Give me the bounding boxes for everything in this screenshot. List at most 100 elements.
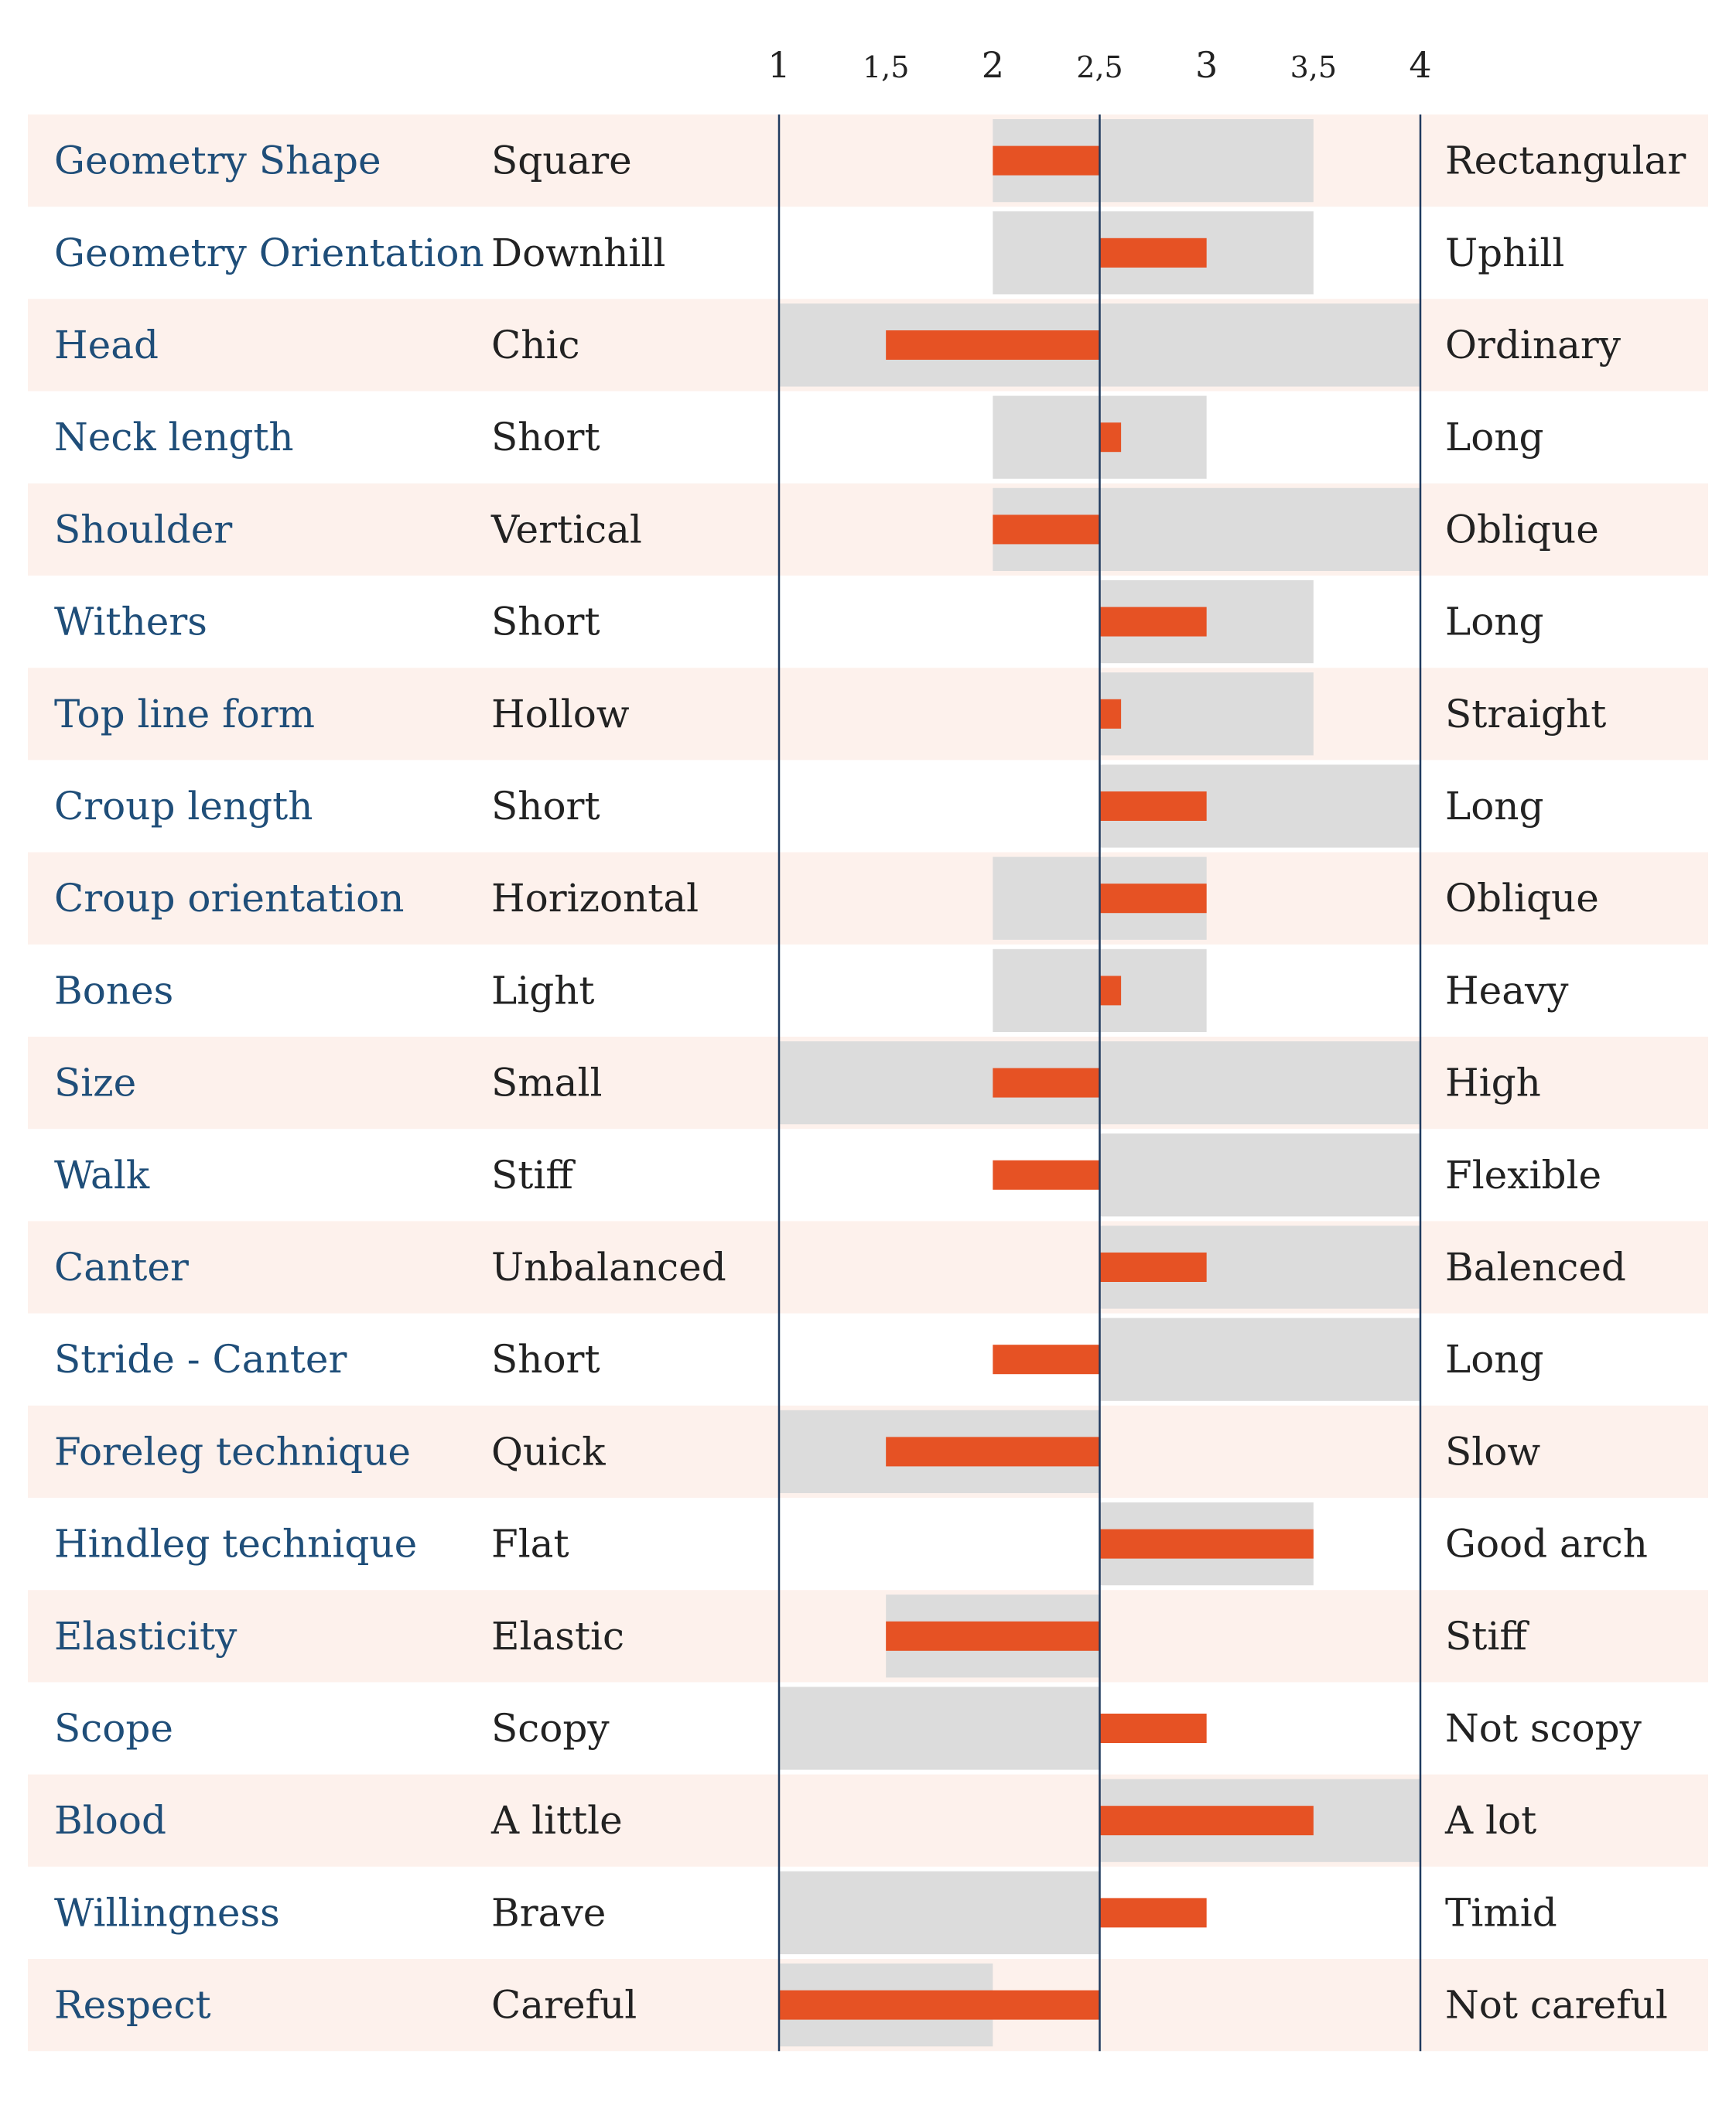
value-bar	[1099, 1714, 1207, 1743]
left-pole-label: Stiff	[491, 1153, 576, 1198]
row-background	[28, 852, 1708, 945]
trait-label: Stride - Canter	[54, 1337, 347, 1382]
tick-label: 2,5	[1076, 50, 1123, 84]
tick-labels: 1 1,5 2 2,5 3 3,5 4	[767, 44, 1431, 86]
tick-label: 3,5	[1290, 50, 1337, 84]
value-bars	[779, 145, 1314, 2020]
right-pole-label: Heavy	[1445, 968, 1569, 1013]
value-bar	[993, 514, 1100, 545]
left-pole-label: Short	[491, 1337, 600, 1382]
trait-label: Bones	[54, 968, 173, 1013]
left-pole-label: Scopy	[491, 1706, 610, 1751]
value-bar	[1099, 699, 1122, 729]
left-pole-label: Short	[491, 784, 600, 829]
value-bar	[1099, 976, 1122, 1006]
right-pole-label: Uphill	[1445, 231, 1564, 275]
tick-label: 1	[767, 44, 790, 86]
right-pole-label: Balenced	[1445, 1245, 1626, 1290]
range-band	[1099, 1133, 1420, 1217]
row-background	[28, 668, 1708, 760]
trait-label: Hindleg technique	[54, 1522, 417, 1567]
right-pole-label: Long	[1445, 415, 1544, 460]
left-pole-label: Square	[491, 138, 632, 183]
left-pole-label: Light	[491, 968, 595, 1013]
right-pole-label: Timid	[1445, 1890, 1557, 1935]
right-pole-label: Long	[1445, 1337, 1544, 1382]
value-bar	[1099, 607, 1207, 637]
trait-label: Respect	[54, 1983, 211, 2028]
trait-label: Blood	[54, 1798, 166, 1843]
right-pole-label: Long	[1445, 784, 1544, 829]
trait-label: Willingness	[54, 1890, 280, 1935]
left-pole-label: A little	[490, 1798, 623, 1843]
right-pole-label: Slow	[1445, 1429, 1540, 1474]
trait-label: Canter	[54, 1245, 189, 1290]
trait-label: Scope	[54, 1706, 173, 1751]
tick-label: 2	[982, 44, 1004, 86]
value-bar	[779, 1990, 1100, 2020]
value-bar	[1099, 238, 1207, 268]
value-bar	[1099, 884, 1207, 914]
left-pole-label: Unbalanced	[491, 1245, 726, 1290]
range-band	[1099, 1318, 1420, 1401]
right-pole-label: Rectangular	[1445, 138, 1686, 183]
value-bar	[993, 1160, 1100, 1190]
value-bar	[1099, 791, 1207, 821]
left-pole-label: Chic	[491, 323, 579, 367]
reference-lines	[777, 114, 1422, 2052]
row-background	[28, 483, 1708, 576]
value-bar	[1099, 1529, 1314, 1559]
left-pole-label: Vertical	[490, 507, 642, 552]
tick-label: 1,5	[863, 50, 909, 84]
tick-label: 3	[1195, 44, 1218, 86]
left-pole-label: Hollow	[491, 692, 630, 737]
tick-label: 4	[1409, 44, 1431, 86]
right-pole-label: Good arch	[1445, 1522, 1648, 1567]
trait-label: Foreleg technique	[54, 1429, 411, 1474]
value-bar	[1099, 422, 1122, 453]
row-background	[28, 1221, 1708, 1314]
left-pole-label: Downhill	[491, 231, 665, 275]
right-pole-label: Straight	[1445, 692, 1606, 737]
left-pole-label: Short	[491, 600, 600, 644]
value-bar	[993, 145, 1100, 176]
trait-label: Geometry Shape	[54, 138, 381, 183]
trait-label: Withers	[54, 600, 207, 644]
right-pole-label: Ordinary	[1445, 323, 1622, 367]
right-pole-label: High	[1445, 1061, 1541, 1106]
left-pole-label: Horizontal	[491, 876, 699, 921]
trait-label: Elasticity	[54, 1614, 238, 1659]
left-pole-label: Quick	[491, 1429, 606, 1474]
row-background	[28, 1590, 1708, 1683]
right-pole-label: Not scopy	[1445, 1706, 1642, 1751]
right-pole-label: Long	[1445, 600, 1544, 644]
trait-label: Size	[54, 1061, 136, 1106]
right-pole-label: A lot	[1444, 1798, 1536, 1843]
left-pole-label: Short	[491, 415, 600, 460]
trait-label: Neck length	[54, 415, 294, 460]
trait-label: Croup orientation	[54, 876, 404, 921]
left-pole-label: Small	[491, 1061, 602, 1106]
right-pole-label: Not careful	[1445, 1983, 1668, 2028]
left-pole-label: Brave	[491, 1890, 606, 1935]
value-bar	[886, 1621, 1100, 1651]
value-bar	[993, 1068, 1100, 1098]
value-bar	[886, 1437, 1100, 1467]
row-background	[28, 1774, 1708, 1867]
trait-label: Shoulder	[54, 507, 232, 552]
value-bar	[886, 330, 1100, 360]
value-bar	[1099, 1806, 1314, 1836]
left-pole-label: Careful	[491, 1983, 637, 2028]
right-pole-label: Oblique	[1445, 507, 1599, 552]
right-pole-label: Stiff	[1445, 1614, 1529, 1659]
trait-label: Geometry Orientation	[54, 231, 484, 275]
range-band	[779, 1687, 1100, 1770]
left-pole-label: Flat	[491, 1522, 569, 1567]
value-bar	[993, 1345, 1100, 1375]
row-background	[28, 114, 1708, 207]
range-band	[1099, 672, 1314, 756]
row-labels: Geometry Shape Square Rectangular Geometry …	[54, 138, 1686, 2028]
trait-label: Head	[54, 323, 159, 367]
trait-label: Walk	[54, 1153, 150, 1198]
